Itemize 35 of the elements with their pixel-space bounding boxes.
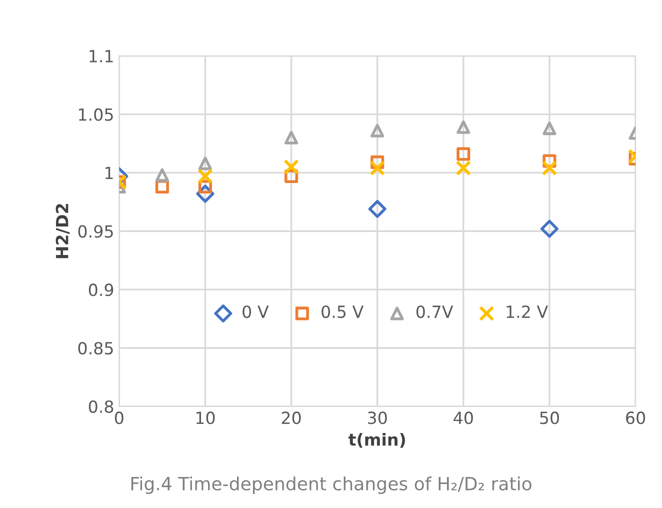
point	[370, 124, 384, 138]
point	[284, 130, 298, 144]
legend-label: 0.5 V	[322, 305, 364, 318]
x-tick-label: 60	[626, 412, 646, 424]
x-tick-label: 10	[196, 412, 215, 424]
point	[456, 160, 472, 176]
point	[368, 200, 386, 218]
y-tick-label: 0.85	[78, 342, 113, 355]
x-tick-label: 20	[282, 412, 301, 424]
x-axis-title: t(min)	[348, 432, 405, 448]
y-tick-label: 1	[106, 166, 113, 180]
x-tick-label: 50	[540, 412, 559, 424]
x-tick-label: 30	[368, 412, 387, 424]
point	[370, 160, 386, 176]
point	[540, 220, 558, 238]
y-tick-label: 1.05	[79, 108, 113, 121]
point	[542, 160, 558, 176]
y-tick-label: 0.9	[88, 284, 114, 296]
legend-label: 1.2 V	[506, 305, 548, 318]
legend-label: 0.7V	[416, 305, 454, 318]
y-tick-label: 0.8	[88, 400, 114, 413]
point	[456, 120, 470, 134]
point	[542, 122, 556, 136]
point	[198, 156, 212, 170]
y-tick-label: 0.95	[78, 225, 113, 238]
x-tick-label: 0	[114, 412, 124, 424]
y-axis-title: H2/D2	[56, 204, 70, 258]
legend-label: 0 V	[242, 305, 269, 318]
point	[197, 168, 213, 184]
y-tick-label: 1.1	[90, 50, 113, 62]
point	[456, 147, 470, 161]
x-tick-label: 40	[454, 412, 473, 424]
point	[284, 159, 300, 175]
point	[155, 168, 169, 182]
caption: Fig.4 Time-dependent changes of H₂/D₂ ratio	[131, 476, 532, 494]
